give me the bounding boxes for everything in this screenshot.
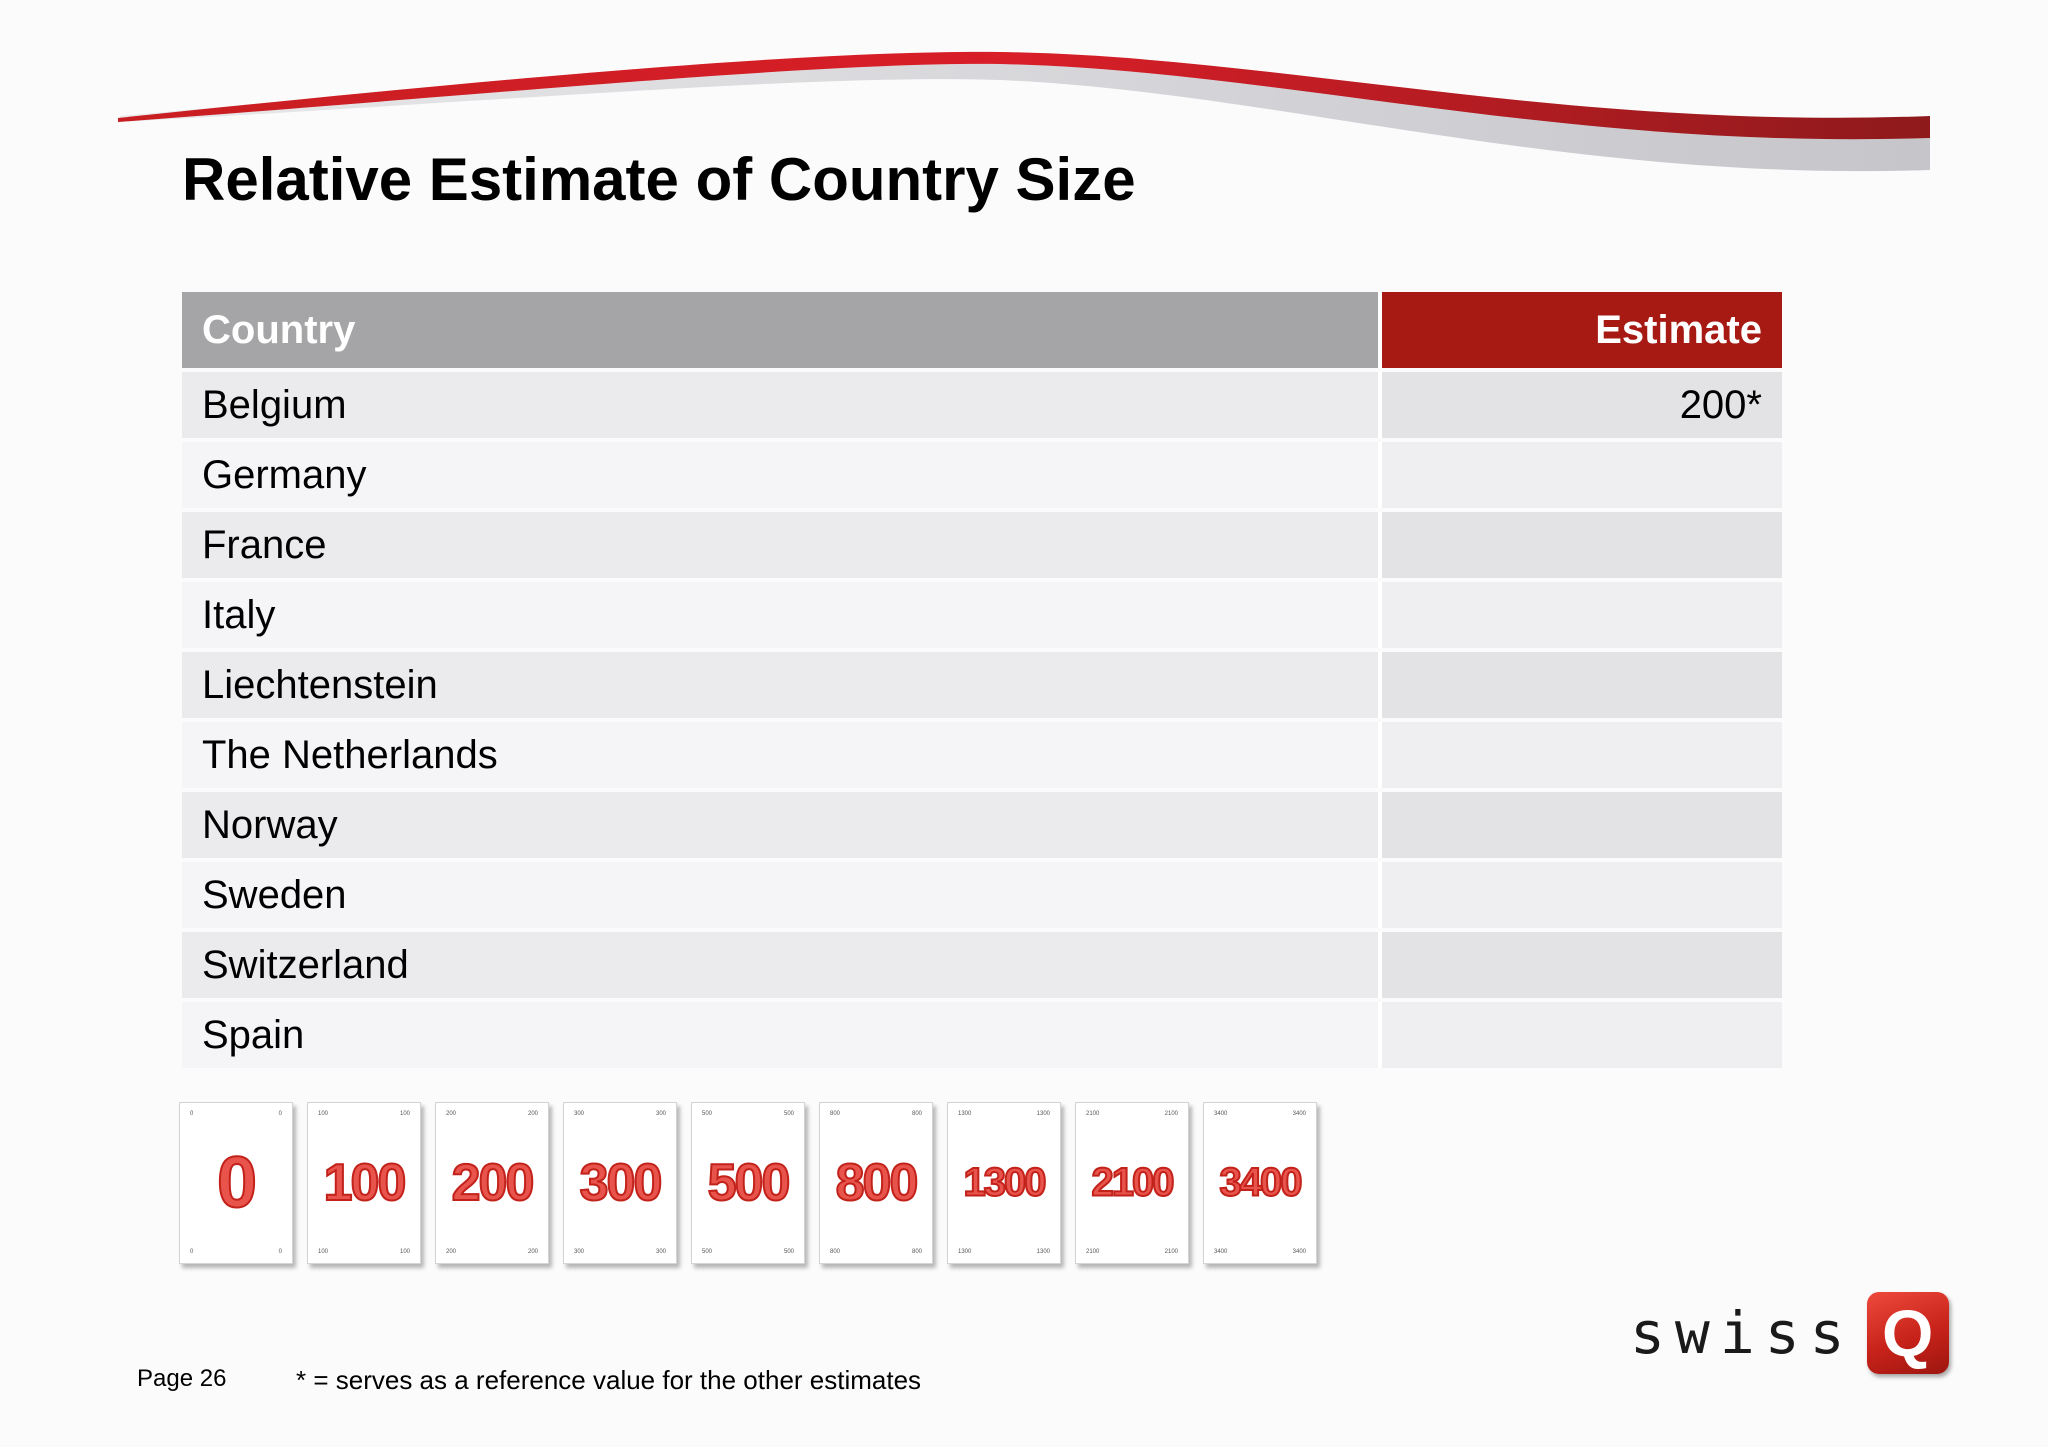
table-row: Liechtenstein [182, 652, 1782, 718]
card-value: 300 [579, 1153, 664, 1213]
country-cell: The Netherlands [182, 722, 1382, 788]
card-value: 500 [707, 1153, 792, 1213]
column-header-country: Country [182, 292, 1382, 368]
card-corner-label: 3400 [1214, 1111, 1228, 1117]
card-corner-label: 100 [399, 1111, 410, 1117]
poker-card-3400[interactable]: 3400 3400 3400 3400 3400 [1203, 1102, 1317, 1264]
estimate-cell[interactable] [1382, 442, 1782, 508]
card-corner-label: 1300 [958, 1249, 972, 1255]
card-corner-label: 100 [318, 1111, 329, 1117]
card-corner-label: 3400 [1292, 1249, 1306, 1255]
card-corner-label: 2100 [1086, 1249, 1100, 1255]
card-corner-label: 3400 [1214, 1249, 1228, 1255]
estimate-cell[interactable]: 200* [1382, 372, 1782, 438]
country-cell: Spain [182, 1002, 1382, 1068]
page-number: Page 26 [137, 1365, 227, 1392]
card-corner-label: 800 [911, 1249, 922, 1255]
table-row: Sweden [182, 862, 1782, 928]
card-corner-label: 0 [278, 1111, 282, 1117]
table-row: Italy [182, 582, 1782, 648]
card-value: 0 [216, 1142, 258, 1224]
country-cell: Liechtenstein [182, 652, 1382, 718]
card-corner-label: 800 [830, 1249, 841, 1255]
card-value: 3400 [1219, 1160, 1304, 1206]
country-cell: Italy [182, 582, 1382, 648]
card-corner-label: 500 [783, 1111, 794, 1117]
card-corner-label: 0 [190, 1249, 194, 1255]
logo-wordmark: swiss [1630, 1299, 1855, 1367]
poker-card-0[interactable]: 0 0 0 0 0 [179, 1102, 293, 1264]
footnote: * = serves as a reference value for the … [296, 1365, 922, 1395]
card-corner-label: 300 [655, 1249, 666, 1255]
poker-card-300[interactable]: 300 300 300 300 300 [563, 1102, 677, 1264]
card-corner-label: 200 [446, 1111, 457, 1117]
estimate-cell[interactable] [1382, 722, 1782, 788]
country-cell: France [182, 512, 1382, 578]
table-row: The Netherlands [182, 722, 1782, 788]
country-cell: Germany [182, 442, 1382, 508]
card-corner-label: 300 [655, 1111, 666, 1117]
card-corner-label: 0 [190, 1111, 194, 1117]
card-corner-label: 800 [830, 1111, 841, 1117]
estimate-cell[interactable] [1382, 652, 1782, 718]
card-value: 800 [835, 1153, 920, 1213]
card-value: 200 [451, 1153, 536, 1213]
card-corner-label: 100 [318, 1249, 329, 1255]
card-corner-label: 200 [527, 1249, 538, 1255]
card-corner-label: 800 [911, 1111, 922, 1117]
estimate-cell[interactable] [1382, 512, 1782, 578]
card-corner-label: 500 [702, 1249, 713, 1255]
card-corner-label: 200 [446, 1249, 457, 1255]
card-corner-label: 500 [702, 1111, 713, 1117]
estimate-cell[interactable] [1382, 792, 1782, 858]
card-corner-label: 0 [278, 1249, 282, 1255]
card-corner-label: 300 [574, 1111, 585, 1117]
table-row: France [182, 512, 1782, 578]
country-cell: Switzerland [182, 932, 1382, 998]
logo-q-mark: Q [1866, 1292, 1949, 1374]
card-corner-label: 2100 [1086, 1111, 1100, 1117]
card-corner-label: 300 [574, 1249, 585, 1255]
planning-poker-cards: 0 0 0 0 0 100 100 100 100 100 200 200 20… [179, 1102, 1317, 1264]
poker-card-500[interactable]: 500 500 500 500 500 [691, 1102, 805, 1264]
card-value: 1300 [963, 1160, 1048, 1206]
country-cell: Sweden [182, 862, 1382, 928]
poker-card-2100[interactable]: 2100 2100 2100 2100 2100 [1075, 1102, 1189, 1264]
column-header-estimate: Estimate [1382, 292, 1782, 368]
country-cell: Belgium [182, 372, 1382, 438]
estimate-cell[interactable] [1382, 862, 1782, 928]
card-corner-label: 2100 [1164, 1111, 1178, 1117]
table-row: Spain [182, 1002, 1782, 1068]
card-value: 100 [323, 1153, 408, 1213]
card-corner-label: 2100 [1164, 1249, 1178, 1255]
card-corner-label: 500 [783, 1249, 794, 1255]
card-corner-label: 200 [527, 1111, 538, 1117]
estimate-cell[interactable] [1382, 582, 1782, 648]
estimate-table: Country Estimate Belgium 200* Germany Fr… [182, 288, 1782, 1072]
estimate-cell[interactable] [1382, 932, 1782, 998]
poker-card-800[interactable]: 800 800 800 800 800 [819, 1102, 933, 1264]
poker-card-100[interactable]: 100 100 100 100 100 [307, 1102, 421, 1264]
country-cell: Norway [182, 792, 1382, 858]
table-row: Belgium 200* [182, 372, 1782, 438]
card-corner-label: 1300 [958, 1111, 972, 1117]
poker-card-200[interactable]: 200 200 200 200 200 [435, 1102, 549, 1264]
card-corner-label: 1300 [1036, 1249, 1050, 1255]
swissq-logo: swiss Q [1630, 1292, 1949, 1374]
card-value: 2100 [1091, 1160, 1176, 1206]
card-corner-label: 3400 [1292, 1111, 1306, 1117]
poker-card-1300[interactable]: 1300 1300 1300 1300 1300 [947, 1102, 1061, 1264]
table-row: Norway [182, 792, 1782, 858]
card-corner-label: 100 [399, 1249, 410, 1255]
table-row: Switzerland [182, 932, 1782, 998]
estimate-cell[interactable] [1382, 1002, 1782, 1068]
slide-title: Relative Estimate of Country Size [182, 146, 1136, 213]
header-swoosh [118, 51, 1930, 172]
table-row: Germany [182, 442, 1782, 508]
card-corner-label: 1300 [1036, 1111, 1050, 1117]
table-header-row: Country Estimate [182, 292, 1782, 368]
